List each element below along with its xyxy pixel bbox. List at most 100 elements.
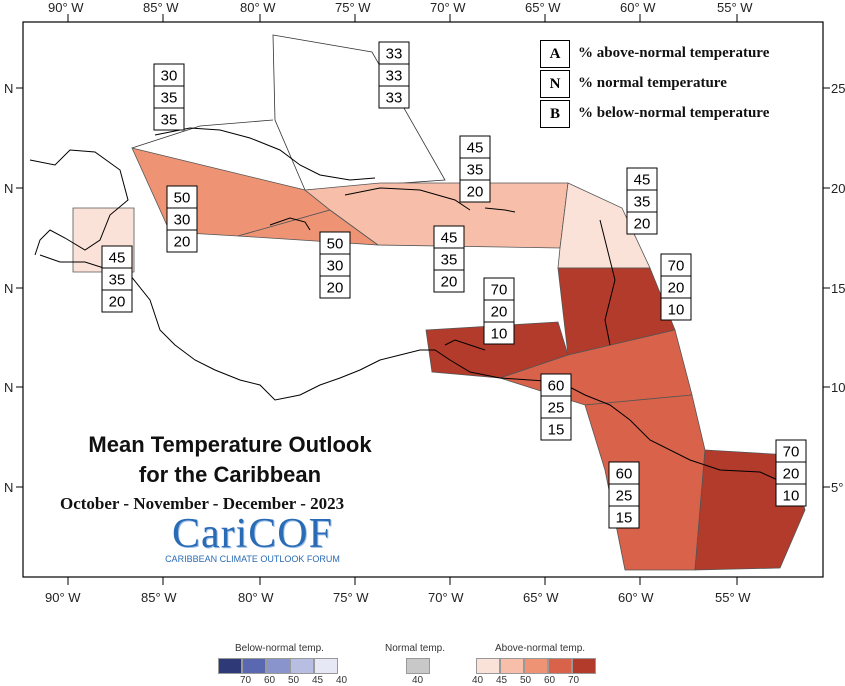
lat-label-left: N <box>4 181 13 196</box>
colorbar-above-title: Above-normal temp. <box>495 643 586 654</box>
forecast-value-a: 70 <box>668 258 685 275</box>
lat-label-right: 20 <box>831 181 845 196</box>
forecast-value-a: 45 <box>634 172 651 189</box>
forecast-box: 45 35 20 <box>459 135 491 203</box>
forecast-value-n: 35 <box>441 252 458 269</box>
forecast-cell <box>775 483 807 507</box>
forecast-value-n: 30 <box>327 258 344 275</box>
lat-label-right: 15 <box>831 281 845 296</box>
forecast-value-a: 70 <box>783 444 800 461</box>
forecast-cell <box>459 179 491 203</box>
forecast-box: 45 35 20 <box>433 225 465 293</box>
forecast-value-n: 35 <box>161 90 178 107</box>
lon-label-bottom: 85° W <box>141 590 177 605</box>
forecast-box: 45 35 20 <box>626 167 658 235</box>
legend-letter-n: N <box>540 70 570 98</box>
lat-label-left: N <box>4 281 13 296</box>
colorbar-tick-above: 45 <box>496 675 508 686</box>
forecast-cell <box>540 417 572 441</box>
colorbar-tick-normal: 40 <box>412 675 424 686</box>
forecast-box: 30 35 35 <box>153 63 185 131</box>
forecast-cell <box>166 229 198 253</box>
longitude-ticks <box>67 14 738 585</box>
forecast-value-b: 10 <box>668 302 685 319</box>
forecast-labels: 30 35 35 33 33 33 50 30 20 45 35 20 50 30 20 45 35 20 45 35… <box>101 41 807 529</box>
forecast-value-n: 35 <box>109 272 126 289</box>
forecast-cell <box>153 107 185 131</box>
forecast-value-a: 60 <box>548 378 565 395</box>
lon-label-bottom: 65° W <box>523 590 559 605</box>
map-subtitle: October - November - December - 2023 <box>60 494 345 513</box>
forecast-cell <box>660 297 692 321</box>
lon-label-top: 65° W <box>525 0 561 15</box>
forecast-cell <box>608 505 640 529</box>
lon-label-bottom: 75° W <box>333 590 369 605</box>
legend-text-b: % below-normal temperature <box>578 105 770 121</box>
lat-label-left: N <box>4 380 13 395</box>
forecast-cell <box>433 269 465 293</box>
forecast-value-a: 45 <box>441 230 458 247</box>
forecast-value-a: 60 <box>616 466 633 483</box>
logo-wordmark: CariCOF <box>171 511 333 557</box>
lon-label-top: 70° W <box>430 0 466 15</box>
colorbar-cell-below <box>266 658 290 674</box>
forecast-value-n: 20 <box>783 466 800 483</box>
lat-label-right: 25 <box>831 81 845 96</box>
colorbar-tick-above: 50 <box>520 675 532 686</box>
forecast-value-b: 35 <box>161 112 178 129</box>
forecast-value-a: 70 <box>491 282 508 299</box>
lon-label-bottom: 80° W <box>238 590 274 605</box>
map-title: Mean Temperature Outlook for the Caribbe… <box>60 430 400 490</box>
forecast-cell <box>378 85 410 109</box>
lat-label-right: 10 <box>831 380 845 395</box>
lon-label-bottom: 70° W <box>428 590 464 605</box>
lat-label-right: 5° <box>831 480 843 495</box>
forecast-value-n: 20 <box>668 280 685 297</box>
colorbar-cell-above <box>500 658 524 674</box>
forecast-value-b: 20 <box>467 184 484 201</box>
forecast-box: 33 33 33 <box>378 41 410 109</box>
colorbar-tick-above: 70 <box>568 675 580 686</box>
colorbar-cell-below <box>314 658 338 674</box>
legend-text-n: % normal temperature <box>578 75 727 91</box>
latitude-ticks <box>16 87 830 488</box>
forecast-value-a: 45 <box>109 250 126 267</box>
forecast-cell <box>319 275 351 299</box>
forecast-box: 70 20 10 <box>483 277 515 345</box>
colorbar-cell-above <box>476 658 500 674</box>
forecast-value-a: 33 <box>386 46 403 63</box>
forecast-box: 60 25 15 <box>608 461 640 529</box>
legend-letter-a: A <box>540 40 570 68</box>
forecast-value-a: 50 <box>174 190 191 207</box>
lon-label-top: 55° W <box>717 0 753 15</box>
colorbar-cell-below <box>242 658 266 674</box>
forecast-value-n: 35 <box>634 194 651 211</box>
forecast-value-b: 20 <box>327 280 344 297</box>
lon-label-bottom: 55° W <box>715 590 751 605</box>
forecast-value-b: 15 <box>616 510 633 527</box>
forecast-cell <box>483 321 515 345</box>
forecast-value-b: 10 <box>491 326 508 343</box>
lon-label-bottom: 90° W <box>45 590 81 605</box>
colorbar-tick-below: 60 <box>264 675 276 686</box>
lon-label-top: 60° W <box>620 0 656 15</box>
forecast-box: 70 20 10 <box>660 253 692 321</box>
forecast-value-n: 33 <box>386 68 403 85</box>
colorbar-cell-above <box>572 658 596 674</box>
colorbar-normal-title: Normal temp. <box>385 643 446 654</box>
forecast-box: 45 35 20 <box>101 245 133 313</box>
colorbar-tick-above: 60 <box>544 675 556 686</box>
colorbar-tick-below: 40 <box>336 675 348 686</box>
colorbar-cell-below <box>290 658 314 674</box>
forecast-box: 60 25 15 <box>540 373 572 441</box>
coastlines <box>29 127 801 491</box>
forecast-value-b: 10 <box>783 488 800 505</box>
zone-cuba-outline <box>131 119 274 149</box>
forecast-value-b: 20 <box>634 216 651 233</box>
forecast-box: 70 20 10 <box>775 439 807 507</box>
forecast-value-b: 20 <box>174 234 191 251</box>
lon-label-top: 75° W <box>335 0 371 15</box>
logo-tagline: CARIBBEAN CLIMATE OUTLOOK FORUM <box>165 554 340 564</box>
forecast-value-b: 20 <box>109 294 126 311</box>
